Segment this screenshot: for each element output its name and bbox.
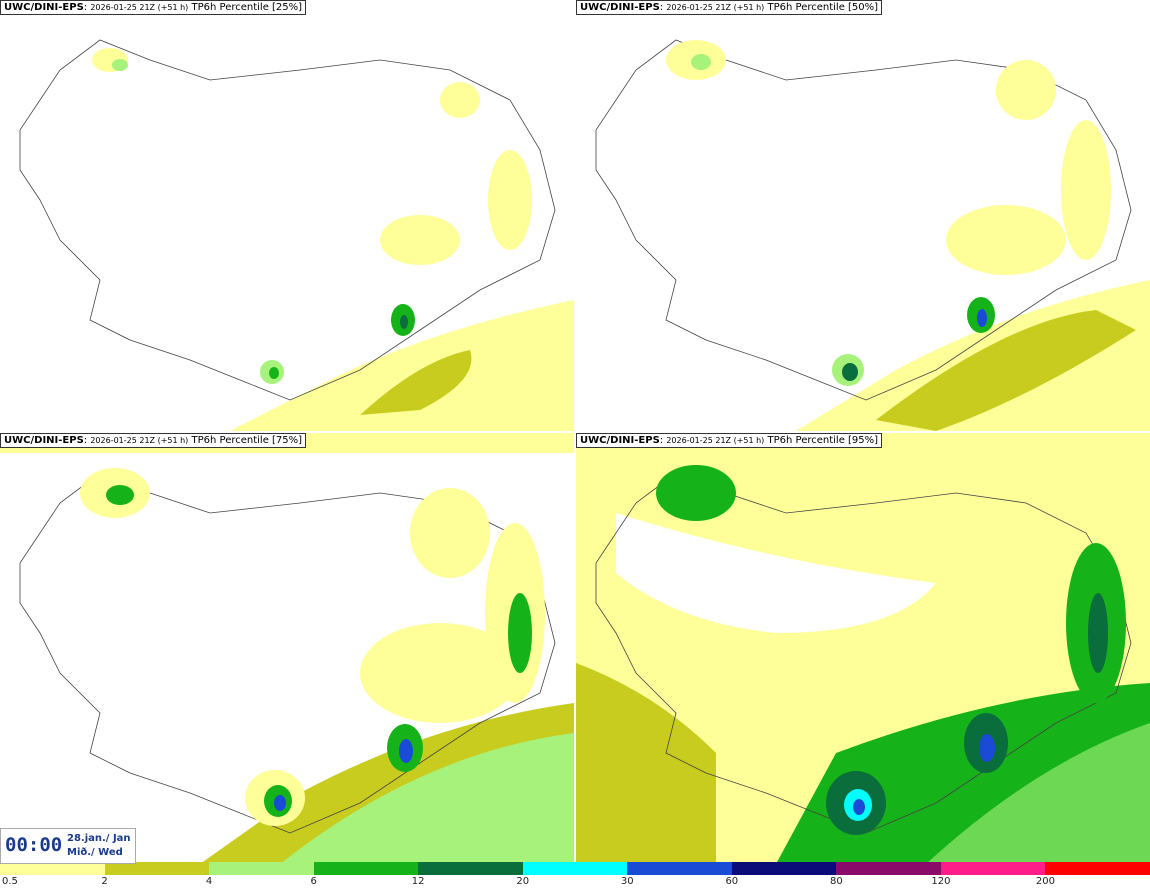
- colorbar-segment: [0, 862, 106, 875]
- colorbar-label: 4: [205, 876, 213, 887]
- map-panel-p95: UWC/DINI-EPS: 2026-01-25 21Z (+51 h) TP6…: [576, 433, 1150, 864]
- precip-map: [576, 433, 1150, 864]
- colorbar-segment: [836, 862, 942, 875]
- colorbar-segment: [940, 862, 1047, 875]
- valid-weekday: Mið./ Wed: [67, 847, 123, 858]
- valid-time-box: 00:00 28.jan./ Jan Mið./ Wed: [0, 828, 136, 864]
- colorbar-label: 80: [829, 876, 843, 887]
- colorbar-label: 2: [101, 876, 108, 887]
- panel-title: UWC/DINI-EPS: 2026-01-25 21Z (+51 h) TP6…: [0, 433, 307, 448]
- map-panel-p50: UWC/DINI-EPS: 2026-01-25 21Z (+51 h) TP6…: [576, 0, 1150, 431]
- map-panel-p75: UWC/DINI-EPS: 2026-01-25 21Z (+51 h) TP6…: [0, 433, 574, 864]
- colorbar-label: 6: [310, 876, 317, 887]
- precip-map: [0, 433, 574, 864]
- colorbar-label: 12: [411, 876, 425, 887]
- precip-colorbar: [0, 862, 1150, 875]
- precip-map: [19, 39, 574, 431]
- colorbar-label: 30: [620, 876, 634, 887]
- colorbar-segment: [313, 862, 420, 875]
- panel-title: UWC/DINI-EPS: 2026-01-25 21Z (+51 h) TP6…: [576, 0, 883, 15]
- colorbar-segment: [104, 862, 211, 875]
- colorbar-labels: 0.5 2 4 6 12 20 30 60 80 120 200: [0, 876, 1150, 890]
- valid-time: 00:00: [5, 834, 63, 856]
- colorbar-label: 120: [931, 876, 951, 887]
- precip-map: [595, 39, 1150, 431]
- colorbar-segment: [1045, 862, 1150, 875]
- panel-title: UWC/DINI-EPS: 2026-01-25 21Z (+51 h) TP6…: [0, 0, 307, 15]
- valid-date: 28.jan./ Jan: [67, 833, 131, 844]
- colorbar-label: 200: [1035, 876, 1055, 887]
- colorbar-segment: [522, 862, 629, 875]
- panel-title: UWC/DINI-EPS: 2026-01-25 21Z (+51 h) TP6…: [576, 433, 883, 448]
- colorbar-label: 20: [516, 876, 530, 887]
- colorbar-segment: [418, 862, 524, 875]
- colorbar-label: 60: [725, 876, 739, 887]
- colorbar-label: 0.5: [2, 876, 18, 887]
- colorbar-segment: [209, 862, 315, 875]
- map-panel-p25: UWC/DINI-EPS: 2026-01-25 21Z (+51 h) TP6…: [0, 0, 574, 431]
- colorbar-segment: [627, 862, 733, 875]
- colorbar-segment: [731, 862, 838, 875]
- panel-divider-horizontal: [0, 431, 1150, 433]
